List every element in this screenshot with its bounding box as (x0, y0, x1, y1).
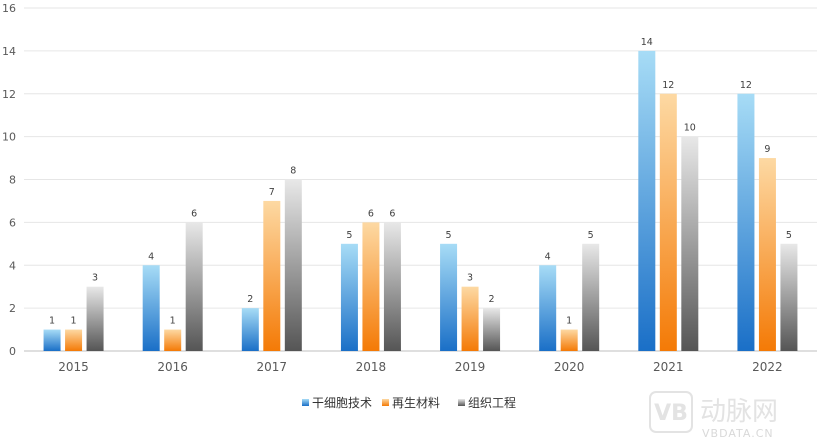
bar (164, 329, 182, 351)
x-category-label: 2019 (455, 360, 486, 374)
x-category-label: 2020 (554, 360, 585, 374)
bar (340, 243, 358, 351)
data-label: 1 (71, 316, 77, 327)
data-label: 6 (389, 208, 395, 219)
watermark-url: VBDATA.CN (702, 427, 774, 440)
data-labels: 1 1 3 4 1 6 2 7 8 5 6 6 5 3 2 4 1 5 14 12 10 12 9 5 (49, 37, 792, 327)
y-tick-label: 0 (9, 345, 16, 358)
data-label: 4 (545, 251, 551, 262)
x-category-label: 2018 (356, 360, 387, 374)
bars (43, 50, 798, 351)
legend: 干细胞技术 再生材料 组织工程 (302, 395, 516, 410)
data-label: 3 (92, 273, 98, 284)
data-label: 10 (684, 123, 696, 134)
bar (263, 200, 281, 351)
data-label: 5 (346, 230, 352, 241)
data-label: 14 (641, 37, 653, 48)
bar (43, 329, 61, 351)
x-axis-categories: 2015 2016 2017 2018 2019 2020 2021 2022 (58, 360, 782, 374)
bar (681, 136, 699, 351)
watermark-logo-text: 动脉网 (700, 397, 778, 427)
data-label: 2 (247, 294, 253, 305)
y-tick-label: 12 (2, 88, 16, 101)
bar (440, 243, 458, 351)
bar (383, 222, 401, 351)
bar (241, 308, 259, 351)
y-tick-label: 16 (2, 2, 16, 15)
bar (284, 179, 302, 351)
data-label: 4 (148, 251, 154, 262)
bar (142, 265, 160, 351)
y-tick-label: 14 (2, 45, 16, 58)
data-label: 5 (446, 230, 452, 241)
watermark-logo: VB 动脉网 VBDATA.CN (649, 391, 778, 440)
bar (659, 93, 677, 351)
data-label: 2 (489, 294, 495, 305)
bar (539, 265, 557, 351)
bar (362, 222, 380, 351)
data-label: 7 (269, 187, 275, 198)
x-category-label: 2021 (653, 360, 684, 374)
data-label: 5 (588, 230, 594, 241)
x-category-label: 2017 (257, 360, 288, 374)
svg-text:VB: VB (654, 401, 688, 426)
data-label: 12 (740, 80, 752, 91)
data-label: 1 (170, 316, 176, 327)
y-tick-label: 4 (9, 259, 16, 272)
data-label: 12 (662, 80, 674, 91)
bar (461, 286, 479, 351)
legend-label: 组织工程 (468, 395, 516, 410)
data-label: 9 (764, 144, 770, 155)
bar (483, 308, 501, 351)
bar (737, 93, 755, 351)
legend-swatch (382, 399, 389, 406)
data-label: 5 (786, 230, 792, 241)
data-label: 8 (290, 166, 296, 177)
legend-label: 干细胞技术 (312, 396, 372, 410)
x-category-label: 2015 (58, 360, 89, 374)
bar (65, 329, 83, 351)
data-label: 1 (566, 316, 572, 327)
bar (185, 222, 203, 351)
bar (582, 243, 600, 351)
legend-swatch (458, 399, 465, 406)
bar (638, 50, 656, 351)
x-category-label: 2022 (752, 360, 783, 374)
bar (560, 329, 578, 351)
data-label: 6 (368, 208, 374, 219)
data-label: 6 (191, 208, 197, 219)
bar (780, 243, 798, 351)
legend-swatch (302, 399, 309, 406)
y-tick-label: 8 (9, 174, 16, 187)
bar (86, 286, 104, 351)
y-tick-label: 6 (9, 216, 16, 229)
bar (758, 158, 776, 351)
y-tick-label: 10 (2, 131, 16, 144)
y-axis-ticks: 0 2 4 6 8 10 12 14 16 (2, 2, 16, 358)
legend-label: 再生材料 (392, 396, 440, 410)
data-label: 3 (467, 273, 473, 284)
data-label: 1 (49, 316, 55, 327)
x-category-label: 2016 (157, 360, 188, 374)
y-tick-label: 2 (9, 302, 16, 315)
